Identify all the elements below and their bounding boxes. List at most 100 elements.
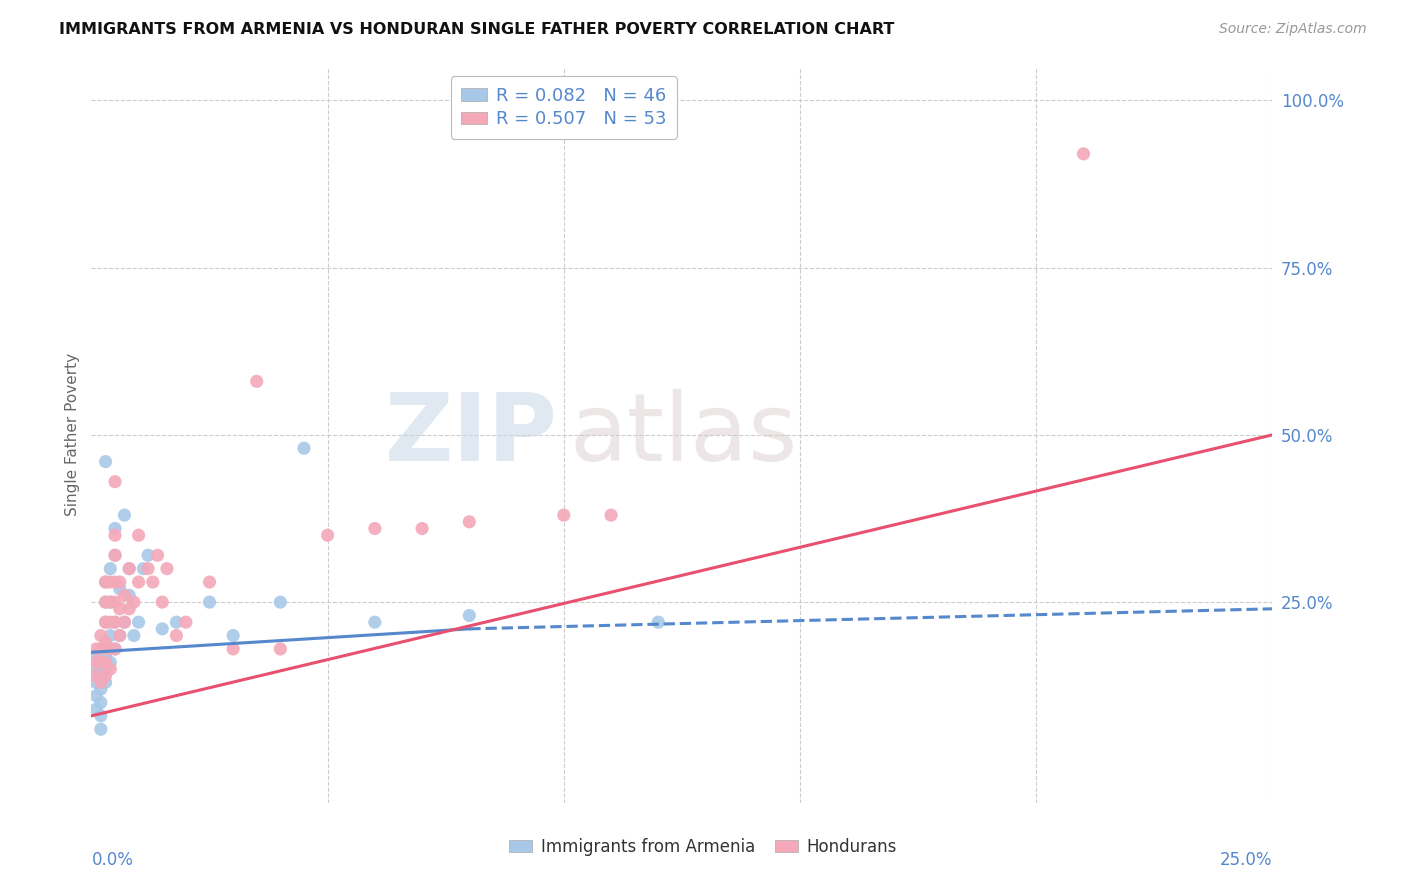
Point — [90, 628, 112, 642]
Point — [94, 595, 117, 609]
Legend: R = 0.082   N = 46, R = 0.507   N = 53: R = 0.082 N = 46, R = 0.507 N = 53 — [450, 76, 678, 139]
Point — [90, 655, 112, 669]
Point — [600, 508, 623, 523]
Point — [150, 622, 173, 636]
Point — [104, 548, 127, 563]
Point — [98, 662, 121, 676]
Point — [104, 615, 127, 630]
Y-axis label: Single Father Poverty: Single Father Poverty — [65, 353, 80, 516]
Point — [118, 601, 141, 615]
Point — [94, 669, 117, 683]
Point — [104, 548, 127, 563]
Point — [94, 635, 117, 649]
Point — [118, 589, 141, 603]
Point — [94, 615, 117, 630]
Point — [98, 642, 121, 657]
Point — [94, 655, 117, 669]
Point — [90, 642, 112, 657]
Point — [142, 574, 165, 589]
Point — [90, 675, 112, 690]
Point — [90, 655, 112, 669]
Point — [165, 615, 187, 630]
Point — [128, 615, 150, 630]
Point — [94, 615, 117, 630]
Point — [104, 528, 127, 542]
Point — [104, 642, 127, 657]
Point — [222, 642, 245, 657]
Point — [364, 521, 387, 535]
Point — [114, 508, 136, 523]
Point — [84, 648, 107, 663]
Point — [90, 696, 112, 710]
Point — [146, 548, 169, 563]
Point — [98, 574, 121, 589]
Point — [90, 669, 112, 683]
Point — [98, 595, 121, 609]
Point — [132, 562, 155, 576]
Point — [98, 562, 121, 576]
Point — [458, 515, 481, 529]
Point — [98, 595, 121, 609]
Point — [198, 595, 221, 609]
Point — [118, 562, 141, 576]
Point — [84, 702, 107, 716]
Point — [108, 582, 131, 596]
Point — [90, 723, 112, 737]
Point — [94, 648, 117, 663]
Point — [114, 615, 136, 630]
Point — [104, 521, 127, 535]
Point — [84, 655, 107, 669]
Point — [122, 595, 145, 609]
Point — [156, 562, 179, 576]
Point — [174, 615, 197, 630]
Point — [98, 615, 121, 630]
Point — [98, 655, 121, 669]
Point — [98, 628, 121, 642]
Point — [292, 441, 315, 455]
Text: Source: ZipAtlas.com: Source: ZipAtlas.com — [1219, 22, 1367, 37]
Point — [94, 574, 117, 589]
Point — [90, 681, 112, 696]
Point — [104, 642, 127, 657]
Point — [90, 708, 112, 723]
Point — [84, 669, 107, 683]
Point — [136, 562, 159, 576]
Point — [108, 601, 131, 615]
Point — [198, 574, 221, 589]
Point — [269, 642, 291, 657]
Text: ZIP: ZIP — [385, 389, 558, 481]
Point — [108, 574, 131, 589]
Point — [136, 548, 159, 563]
Point — [84, 662, 107, 676]
Point — [94, 454, 117, 469]
Point — [84, 689, 107, 703]
Point — [104, 595, 127, 609]
Text: 0.0%: 0.0% — [91, 851, 134, 869]
Point — [94, 595, 117, 609]
Point — [222, 628, 245, 642]
Point — [128, 574, 150, 589]
Point — [104, 615, 127, 630]
Point — [246, 375, 269, 389]
Point — [118, 562, 141, 576]
Text: 25.0%: 25.0% — [1220, 851, 1272, 869]
Point — [108, 628, 131, 642]
Point — [128, 528, 150, 542]
Text: IMMIGRANTS FROM ARMENIA VS HONDURAN SINGLE FATHER POVERTY CORRELATION CHART: IMMIGRANTS FROM ARMENIA VS HONDURAN SING… — [59, 22, 894, 37]
Point — [104, 574, 127, 589]
Point — [458, 608, 481, 623]
Point — [114, 615, 136, 630]
Point — [94, 662, 117, 676]
Point — [122, 628, 145, 642]
Point — [364, 615, 387, 630]
Point — [553, 508, 575, 523]
Point — [94, 574, 117, 589]
Point — [647, 615, 669, 630]
Text: atlas: atlas — [569, 389, 799, 481]
Point — [108, 628, 131, 642]
Point — [269, 595, 291, 609]
Point — [1073, 146, 1095, 161]
Legend: Immigrants from Armenia, Hondurans: Immigrants from Armenia, Hondurans — [499, 828, 907, 866]
Point — [165, 628, 187, 642]
Point — [94, 642, 117, 657]
